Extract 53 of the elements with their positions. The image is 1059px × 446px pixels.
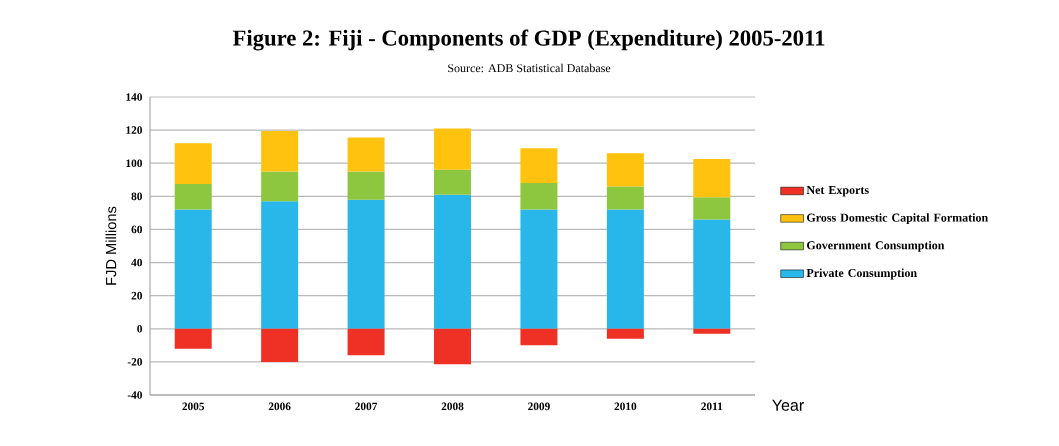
x-tick-label: 2008 [441, 402, 464, 411]
y-axis-title: FJD Millions [105, 206, 117, 285]
y-tick-label: 120 [126, 126, 143, 134]
bar [347, 137, 385, 172]
bar [606, 328, 644, 339]
bar [693, 328, 731, 334]
bar [520, 183, 558, 210]
bar [606, 153, 644, 187]
chart-title: Figure 2: Fiji - Components of GDP (Expenditure) 2005-2011 [232, 29, 825, 51]
bar [434, 128, 472, 170]
x-tick-label: 2010 [614, 402, 637, 411]
bar [174, 209, 212, 329]
legend-label: Gross Domestic Capital Formation [807, 213, 988, 225]
y-tick-label: 40 [131, 258, 143, 267]
y-tick-label: -40 [127, 391, 143, 399]
legend-label: Net Exports [806, 186, 869, 197]
bar [693, 219, 731, 329]
legend-label: Government Consumption [807, 240, 945, 252]
x-tick-label: 2006 [268, 402, 291, 411]
x-axis-title: Year [772, 399, 804, 411]
legend-label: Private Consumption [806, 268, 917, 280]
y-tick-label: -20 [127, 358, 143, 366]
x-tick-label: 2009 [528, 402, 550, 411]
chart-subtitle: Source: ADB Statistical Database [448, 63, 611, 73]
bar [347, 328, 385, 356]
bar [347, 199, 385, 329]
bar [261, 130, 299, 172]
y-tick-label: 100 [126, 159, 143, 168]
y-tick-label: 60 [131, 225, 143, 234]
y-tick-label: 80 [131, 192, 143, 201]
bar [693, 197, 731, 220]
bar [693, 159, 731, 198]
bar [434, 194, 472, 329]
x-tick-label: 2007 [355, 402, 378, 411]
bar [347, 171, 385, 200]
bar [261, 171, 299, 202]
x-tick-label: 2011 [701, 402, 723, 411]
bar [174, 183, 212, 210]
bar [520, 148, 558, 184]
bar [520, 209, 558, 329]
y-tick-label: 20 [131, 291, 143, 300]
bar [174, 143, 212, 184]
bar [261, 328, 299, 362]
y-tick-label: 140 [126, 93, 143, 101]
bar [174, 328, 212, 349]
x-tick-label: 2005 [182, 402, 205, 411]
bar [606, 186, 644, 210]
bar [606, 209, 644, 329]
bar [520, 328, 558, 346]
bar [434, 169, 472, 195]
bar [434, 328, 472, 365]
bar [261, 201, 299, 329]
y-tick-label: 0 [137, 324, 143, 333]
